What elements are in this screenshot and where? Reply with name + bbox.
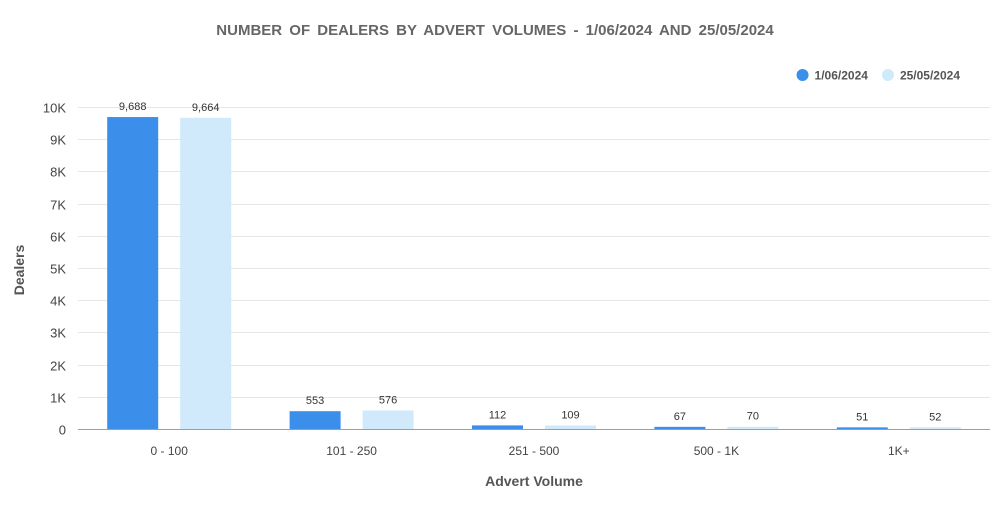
- data-labels: 9,688 9,664 553 576 112 109 67 70 51 52: [119, 101, 941, 423]
- legend-dot-icon[interactable]: [881, 69, 894, 81]
- y-axis-title: Dealers: [11, 244, 27, 295]
- data-label: 51: [856, 411, 868, 423]
- bar[interactable]: [472, 425, 523, 429]
- y-tick-label: 6K: [50, 230, 66, 245]
- x-tick-label: 101 - 250: [326, 444, 377, 458]
- y-tick-label: 2K: [50, 359, 66, 374]
- legend-label: 25/05/2024: [900, 69, 960, 83]
- y-tick-label: 9K: [50, 133, 66, 148]
- bar[interactable]: [289, 411, 341, 429]
- data-label: 576: [379, 394, 397, 406]
- data-label: 112: [489, 409, 507, 421]
- y-tick-label: 4K: [50, 294, 66, 309]
- y-tick-label: 8K: [50, 165, 66, 180]
- y-tick-label: 0: [59, 423, 66, 438]
- data-label: 109: [561, 409, 579, 421]
- data-label: 9,688: [119, 101, 147, 113]
- x-axis-ticks: 0 - 100 101 - 250 251 - 500 500 - 1K 1K+: [151, 444, 910, 458]
- bar[interactable]: [836, 427, 888, 429]
- bar[interactable]: [180, 117, 232, 429]
- bar[interactable]: [545, 425, 596, 429]
- y-tick-label: 7K: [50, 198, 66, 213]
- y-axis-ticks: 0 1K 2K 3K 4K 5K 6K 7K 8K 9K 10K: [43, 101, 66, 438]
- bar[interactable]: [727, 426, 779, 429]
- y-tick-label: 3K: [50, 326, 66, 341]
- bar[interactable]: [909, 427, 961, 429]
- x-axis-title: Advert Volume: [485, 473, 583, 489]
- y-tick-label: 1K: [50, 391, 66, 406]
- y-tick-label: 10K: [43, 101, 66, 116]
- data-label: 70: [747, 411, 759, 423]
- x-tick-label: 1K+: [888, 444, 910, 458]
- bar[interactable]: [654, 426, 706, 429]
- x-tick-label: 500 - 1K: [694, 444, 739, 458]
- legend-label: 1/06/2024: [815, 69, 869, 83]
- data-label: 67: [674, 411, 686, 423]
- bar[interactable]: [107, 117, 159, 430]
- bars[interactable]: [107, 117, 961, 430]
- y-tick-label: 5K: [50, 262, 66, 277]
- bar[interactable]: [362, 410, 414, 429]
- data-label: 9,664: [192, 102, 220, 114]
- x-tick-label: 251 - 500: [509, 444, 560, 458]
- legend-dot-icon[interactable]: [796, 69, 809, 81]
- legend[interactable]: 25/05/2024 1/06/2024: [796, 69, 961, 83]
- data-label: 553: [306, 395, 324, 407]
- chart-title: NUMBER OF DEALERS BY ADVERT VOLUMES - 1/…: [216, 22, 774, 39]
- data-label: 52: [929, 411, 941, 423]
- x-tick-label: 0 - 100: [151, 444, 189, 458]
